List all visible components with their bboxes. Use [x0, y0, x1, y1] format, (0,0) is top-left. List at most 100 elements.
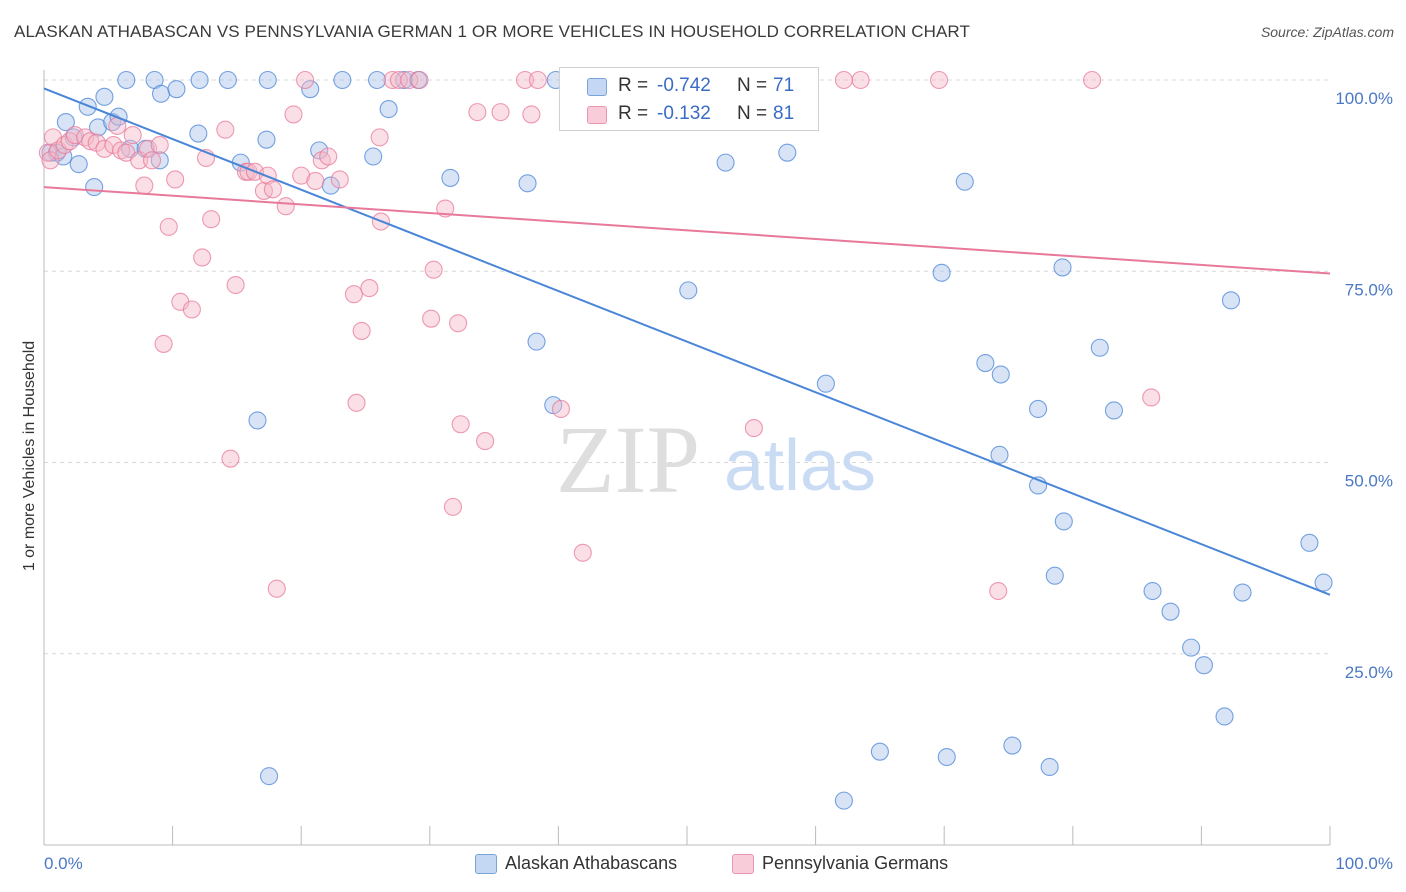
athabascan-point — [1040, 757, 1059, 777]
watermark: ZIP atlas — [556, 406, 876, 513]
athabascan-point — [259, 767, 279, 786]
athabascan-point — [1053, 258, 1072, 277]
athabascan-point — [870, 742, 889, 761]
athabascan-point — [1233, 583, 1252, 602]
pennsylvania-point — [744, 419, 763, 438]
athabascan-point — [379, 100, 398, 119]
athabascan-point — [333, 70, 352, 90]
athabascan-point — [1003, 736, 1022, 755]
athabascan-point — [150, 151, 169, 170]
legend-r-value: -0.742 — [657, 75, 711, 96]
pennsylvania-point — [202, 210, 221, 229]
pennsylvania-point — [142, 151, 162, 170]
pennsylvania-point — [449, 314, 468, 333]
athabascan-point — [190, 70, 209, 90]
pennsylvania-point — [476, 432, 495, 451]
athabascan-point — [364, 147, 383, 166]
pennsylvania-point — [81, 132, 100, 151]
athabascan-point — [95, 87, 114, 106]
athabascan-point — [85, 178, 104, 197]
pennsylvania-point — [451, 415, 470, 434]
y-tick-label: 25.0% — [1345, 663, 1393, 682]
legend-swatch-pennsylvania — [587, 106, 607, 124]
pennsylvania-point — [468, 103, 487, 122]
athabascan-point — [167, 80, 186, 99]
athabascan-point — [69, 155, 88, 174]
y-tick-label: 50.0% — [1345, 472, 1393, 491]
pennsylvania-point — [254, 181, 273, 200]
pennsylvania-point — [834, 70, 853, 90]
athabascan-point — [301, 80, 320, 99]
athabascan-point — [258, 70, 277, 90]
pennsylvania-point — [989, 581, 1008, 601]
series-label-athabascan: Alaskan Athabascans — [505, 853, 678, 873]
series-legend: Alaskan Athabascans Pennsylvania Germans — [0, 852, 1406, 878]
athabascan-point — [1194, 656, 1214, 675]
pennsylvania-point — [551, 399, 571, 419]
pennsylvania-point — [267, 579, 286, 598]
athabascan-point — [1045, 566, 1064, 585]
pennsylvania-point — [139, 139, 158, 158]
series-label-pennsylvania: Pennsylvania Germans — [762, 853, 949, 873]
series-swatch-pennsylvania — [732, 854, 754, 874]
athabascan-point — [1054, 512, 1073, 531]
pennsylvania-point — [422, 309, 441, 328]
pennsylvania-point — [159, 217, 178, 236]
athabascan-point — [991, 365, 1010, 384]
legend-row-athabascan: R = -0.742 N = 71 — [560, 72, 818, 100]
athabascan-point — [816, 374, 835, 393]
legend-r-label: R = — [618, 103, 649, 124]
athabascan-point — [716, 153, 735, 172]
athabascan-point — [151, 84, 171, 103]
athabascan-point — [257, 130, 276, 149]
pennsylvania-point — [347, 393, 366, 412]
pennsylvania-point — [436, 199, 455, 218]
athabascan-point — [78, 97, 97, 116]
athabascan-point — [1090, 338, 1109, 357]
legend-n-value: 81 — [773, 103, 795, 124]
pennsylvania-point — [400, 70, 419, 90]
athabascan-point — [189, 124, 208, 143]
athabascan-point — [834, 791, 853, 810]
pennsylvania-point — [360, 279, 379, 298]
x-tick-label: 100.0% — [1335, 854, 1393, 873]
athabascan-point — [990, 445, 1009, 464]
pennsylvania-point — [344, 285, 363, 304]
pennsylvania-point — [410, 70, 429, 90]
legend-row-pennsylvania: R = -0.132 N = 81 — [560, 100, 818, 128]
pennsylvania-point — [284, 105, 303, 124]
pennsylvania-point — [263, 180, 282, 199]
pennsylvania-point — [528, 70, 547, 90]
pennsylvania-point — [491, 103, 510, 122]
athabascan-point — [218, 70, 237, 90]
pennsylvania-point — [1142, 388, 1161, 407]
athabascan-point — [1029, 399, 1048, 419]
athabascan-trend-line — [43, 87, 1331, 596]
pennsylvania-point — [1083, 70, 1102, 90]
athabascan-point — [527, 332, 546, 351]
pennsylvania-point — [296, 70, 315, 90]
athabascan-point — [937, 747, 956, 767]
pennsylvania-point — [182, 300, 201, 319]
pennsylvania-point — [424, 260, 443, 279]
tick-labels: 25.0% 50.0% 75.0% 100.0% 0.0% 100.0% — [44, 89, 1393, 873]
athabascan-point — [1221, 291, 1241, 310]
pennsylvania-point — [135, 176, 154, 195]
athabascan-point — [1161, 602, 1180, 621]
series-swatch-athabascan — [475, 854, 497, 874]
athabascan-point — [778, 143, 797, 162]
x-tick-label: 0.0% — [44, 854, 83, 873]
athabascan-point — [117, 70, 136, 90]
pennsylvania-trend-line — [43, 186, 1331, 275]
pennsylvania-point — [166, 170, 185, 189]
axes — [43, 70, 1331, 846]
athabascan-point — [441, 168, 460, 187]
pennsylvania-point — [370, 128, 389, 147]
athabascan-point — [56, 113, 75, 132]
pennsylvania-point — [443, 497, 462, 516]
pennsylvania-point — [389, 70, 408, 90]
legend-n-value: 71 — [773, 75, 795, 96]
watermark-atlas: atlas — [724, 426, 876, 506]
pennsylvania-point — [930, 70, 949, 90]
